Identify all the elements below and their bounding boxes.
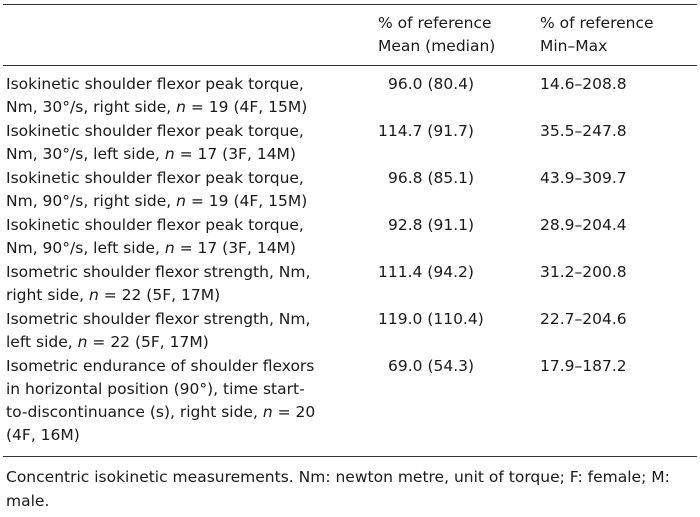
table-footnote: Concentric isokinetic measurements. Nm: …	[6, 468, 670, 510]
mean-cell: 119.0 (110.4)	[378, 310, 484, 328]
results-table: % of reference Mean (median) % of refere…	[3, 4, 697, 513]
mean-cell: 69.0 (54.3)	[388, 357, 475, 375]
bottom-rule	[3, 456, 697, 457]
range-cell: 43.9–309.7	[540, 169, 627, 187]
measure-cell: Isometric shoulder flexor strength, Nm, r…	[6, 263, 311, 304]
header-rule	[3, 65, 697, 66]
table-row: Isokinetic shoulder flexor peak torque, N…	[3, 214, 697, 260]
measure-cell: Isokinetic shoulder flexor peak torque, N…	[6, 169, 308, 210]
range-cell: 17.9–187.2	[540, 357, 627, 375]
table-row: Isokinetic shoulder flexor peak torque, N…	[3, 120, 697, 166]
top-rule	[3, 4, 697, 5]
range-cell: 22.7–204.6	[540, 310, 627, 328]
range-cell: 14.6–208.8	[540, 75, 627, 93]
header-range-column: % of reference Min–Max	[540, 12, 654, 58]
measure-cell: Isokinetic shoulder flexor peak torque, N…	[6, 122, 304, 163]
table-row: Isometric shoulder flexor strength, Nm, r…	[3, 261, 697, 307]
header-range-line2: Min–Max	[540, 37, 608, 55]
mean-cell: 114.7 (91.7)	[378, 122, 474, 140]
mean-cell: 96.8 (85.1)	[388, 169, 475, 187]
table-row: Isokinetic shoulder flexor peak torque, N…	[3, 167, 697, 213]
mean-cell: 96.0 (80.4)	[388, 75, 475, 93]
measure-cell: Isokinetic shoulder flexor peak torque, N…	[6, 75, 308, 116]
range-cell: 28.9–204.4	[540, 216, 627, 234]
range-cell: 31.2–200.8	[540, 263, 627, 281]
mean-cell: 111.4 (94.2)	[378, 263, 474, 281]
table-row: Isometric endurance of shoulder flexors i…	[3, 355, 697, 447]
header-mean-column: % of reference Mean (median)	[378, 12, 495, 58]
header-mean-line2: Mean (median)	[378, 37, 496, 55]
table-header: % of reference Mean (median) % of refere…	[3, 5, 697, 65]
measure-cell: Isometric endurance of shoulder flexors i…	[6, 357, 316, 444]
range-cell: 35.5–247.8	[540, 122, 627, 140]
table-row: Isometric shoulder flexor strength, Nm, l…	[3, 308, 697, 354]
measure-cell: Isometric shoulder flexor strength, Nm, l…	[6, 310, 311, 351]
measure-cell: Isokinetic shoulder flexor peak torque, N…	[6, 216, 304, 257]
table-row: Isokinetic shoulder flexor peak torque, N…	[3, 73, 697, 119]
mean-cell: 92.8 (91.1)	[388, 216, 475, 234]
header-range-line1: % of reference	[540, 14, 654, 32]
header-mean-line1: % of reference	[378, 14, 492, 32]
table-body: Isokinetic shoulder flexor peak torque, N…	[3, 66, 697, 447]
